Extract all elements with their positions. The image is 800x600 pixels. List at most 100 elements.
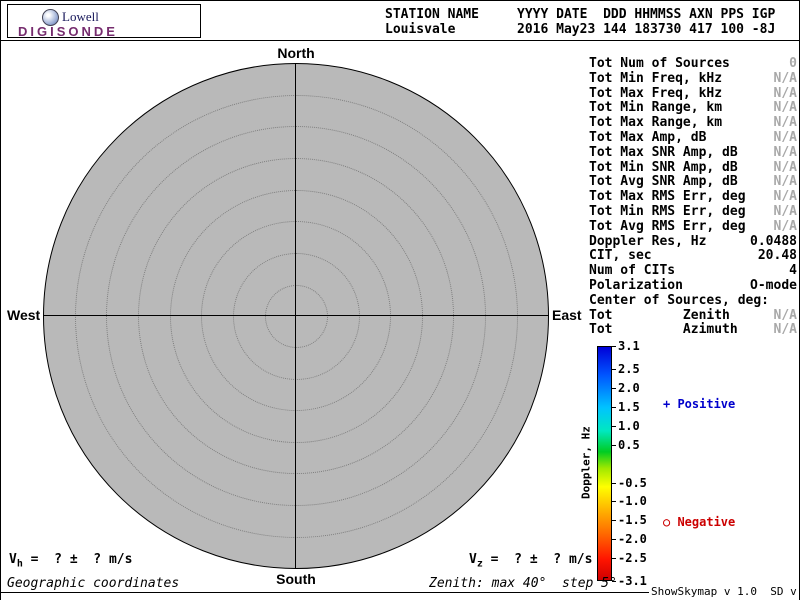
stat-value: N/A [773,189,797,205]
stat-row-min-range: Tot Min Range, km N/A [589,101,797,116]
stat-row-max-amp: Tot Max Amp, dB N/A [589,129,797,146]
stat-value: N/A [773,159,797,175]
horizontal-velocity-readout: Vh = ? ± ? m/s [9,552,132,570]
tick-mark [612,425,616,427]
logo-brand-text: Lowell [62,9,99,24]
tick-mark [612,444,616,446]
tick-mark [612,406,616,408]
north-south-axis [295,63,296,569]
tick-mark [612,580,616,582]
stat-row-max-rms: Tot Max RMS Err, deg N/A [589,189,797,205]
stat-label: CIT, sec [589,248,652,264]
stat-label: Tot Zenith [589,307,730,323]
colorbar-tick: -0.5 [612,476,647,490]
tick-label: -3.1 [618,574,647,588]
app-version-text: ShowSkymap v 1.0 SD v 5.1 [651,585,797,598]
stat-row-max-freq: Tot Max Freq, kHz N/A [589,85,797,102]
negative-doppler-legend: ○ Negative [663,515,736,529]
stat-row-avg-rms: Tot Avg RMS Err, deg N/A [589,218,797,235]
vz-value: = ? ± ? m/s [482,552,593,567]
stat-value: N/A [773,100,797,116]
vz-symbol: V [469,552,477,567]
doppler-colorbar [597,346,612,581]
stat-label: Tot Min RMS Err, deg [589,203,746,219]
stat-value: N/A [773,174,797,190]
stat-label: Center of Sources, deg: [589,292,770,308]
zenith-range-note: Zenith: max 40° step 5° [429,576,617,591]
stat-label: Tot Avg SNR Amp, dB [589,174,738,190]
stat-label: Doppler Res, Hz [589,233,707,249]
stat-value: N/A [773,85,797,101]
tick-mark [612,500,616,502]
tick-label: -2.0 [618,532,647,546]
compass-south-label: South [276,571,316,587]
station-name-label: STATION NAME [385,7,479,22]
colorbar-ticks: 3.1 2.5 2.0 1.5 1.0 0.5 -0.5 -1.0 -1.5 -… [612,339,652,588]
zenith-grid-circle-35deg [75,95,518,538]
tick-mark [612,368,616,370]
vh-subscript: h [16,558,23,570]
colorbar-tick: -1.0 [612,494,647,508]
colorbar-tick: 3.1 [612,339,640,353]
stat-row-polarization: Polarization O-mode [589,278,797,294]
stat-label: Tot Avg RMS Err, deg [589,218,746,234]
stat-row-avg-snr: Tot Avg SNR Amp, dB N/A [589,175,797,190]
stat-row-num-sources: Tot Num of Sources 0 [589,56,797,72]
tick-mark [612,345,616,347]
stat-label: Tot Max SNR Amp, dB [589,144,738,160]
stat-value: N/A [773,115,797,131]
compass-west-label: West [7,307,41,323]
colorbar-tick: 1.5 [612,400,640,414]
stat-label: Tot Num of Sources [589,56,730,71]
stat-value: N/A [773,218,797,234]
colorbar-tick: 2.5 [612,362,640,376]
tick-label: -2.5 [618,551,647,565]
stat-row-tot-zenith: Tot Zenith N/A [589,307,797,324]
doppler-axis-label: Doppler, Hz [579,426,593,499]
tick-label: 1.0 [618,419,640,433]
coordinate-system-note: Geographic coordinates [7,576,180,591]
stat-label: Tot Min Freq, kHz [589,70,723,86]
tick-mark [612,519,616,521]
stat-label: Tot Azimuth [589,322,738,338]
tick-mark [612,482,616,484]
stat-label: Tot Min SNR Amp, dB [589,159,738,175]
stat-row-num-cits: Num of CITs 4 [589,263,797,279]
stat-value: N/A [773,70,797,86]
stat-value: 0.0488 [750,233,797,249]
logo-product-text: DIGISONDE [18,24,118,39]
tick-label: 2.0 [618,381,640,395]
tick-label: -1.5 [618,513,647,527]
vh-symbol: V [9,552,17,567]
stat-row-cit: CIT, sec 20.48 [589,249,797,264]
stat-value: N/A [773,129,797,145]
colorbar-tick: -2.0 [612,532,647,546]
stat-label: Tot Max Amp, dB [589,129,707,145]
lowell-globe-icon [42,9,59,26]
east-west-axis [43,315,549,316]
tick-label: -0.5 [618,476,647,490]
stat-value: 4 [789,263,797,279]
positive-doppler-legend: + Positive [663,397,736,411]
stat-value: 0 [789,56,797,71]
colorbar-tick: -3.1 [612,574,647,588]
stat-row-min-rms: Tot Min RMS Err, deg N/A [589,203,797,220]
stat-value: N/A [773,144,797,160]
colorbar-tick: 2.0 [612,381,640,395]
window-bottom-border [1,592,649,593]
header-fields-value: 2016 May23 144 183730 417 100 -8J [517,22,776,37]
colorbar-tick: 1.0 [612,419,640,433]
colorbar-tick: -2.5 [612,551,647,565]
stats-panel: Tot Num of Sources 0 Tot Min Freq, kHz N/A… [589,56,797,338]
tick-label: 1.5 [618,400,640,414]
stat-label: Tot Min Range, km [589,100,723,116]
stat-row-max-snr: Tot Max SNR Amp, dB N/A [589,144,797,161]
lowell-digisonde-logo: Lowell DIGISONDE [7,4,201,39]
tick-label: 0.5 [618,438,640,452]
stat-label: Tot Max Range, km [589,115,723,131]
header-fields-label: YYYY DATE DDD HHMMSS AXN PPS IGP [517,7,776,22]
stat-value: N/A [773,307,797,323]
header-separator [1,40,799,41]
compass-north-label: North [277,45,315,61]
